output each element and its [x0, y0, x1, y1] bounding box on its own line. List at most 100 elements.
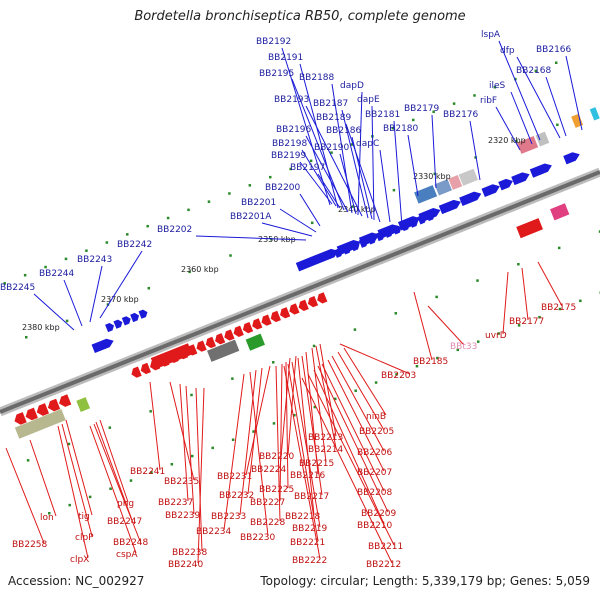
tick-dot	[26, 459, 30, 462]
leader-line	[301, 149, 337, 207]
tick-dot	[191, 454, 194, 458]
tick-dot	[391, 126, 395, 130]
leader-line	[279, 208, 317, 233]
leader-line	[29, 439, 57, 517]
forward-gene	[138, 309, 148, 319]
tick-dot	[85, 249, 88, 252]
forward-gene	[333, 248, 343, 258]
tick-dot	[476, 340, 480, 343]
tick-dot	[207, 200, 211, 203]
gene-label: BB2185	[413, 357, 448, 367]
leader-line	[331, 355, 385, 452]
leader-line	[341, 109, 369, 219]
gene-label: BB2232	[219, 491, 254, 501]
gene-label: BB2239	[165, 511, 201, 521]
forward-gene	[367, 235, 377, 245]
gene-label: BB2179	[404, 104, 440, 114]
tick-dot	[436, 356, 439, 360]
tick-dot	[248, 184, 252, 187]
tick-dot	[493, 86, 497, 89]
leader-line	[297, 357, 315, 516]
gene-label: lon	[40, 513, 54, 523]
gene-label: lspA	[481, 30, 501, 40]
leader-line	[379, 149, 391, 223]
tick-dot	[313, 405, 317, 409]
tick-dot	[150, 471, 153, 474]
forward-gene	[295, 255, 322, 272]
leader-line	[537, 261, 563, 307]
forward-gene	[459, 191, 482, 206]
gene-label: BB2258	[12, 540, 48, 550]
scale-label: 2320 kbp	[488, 136, 526, 145]
gene-block	[448, 175, 463, 190]
forward-gene	[481, 184, 500, 198]
leader-line	[57, 425, 89, 559]
tick-dot	[353, 328, 357, 331]
tick-dot	[476, 279, 479, 282]
gene-block	[550, 203, 570, 221]
leader-line	[345, 123, 381, 223]
forward-gene	[113, 319, 123, 329]
gene-label: BB2193	[274, 95, 309, 105]
reverse-gene	[252, 318, 263, 330]
tick-dot	[456, 348, 460, 352]
tick-dot	[147, 286, 151, 290]
scale-label: 2340 kbp	[338, 205, 376, 214]
leader-line	[95, 421, 133, 521]
leader-line	[545, 76, 567, 137]
gene-label: BB2244	[39, 269, 75, 279]
gene-label: BB2240	[168, 560, 204, 570]
gene-label: BB2203	[381, 371, 416, 381]
leader-line	[279, 363, 283, 502]
tick-dot	[67, 442, 71, 446]
gene-label: BB2180	[383, 124, 419, 134]
tick-dot	[474, 156, 477, 159]
leader-line	[498, 40, 541, 141]
leader-line	[291, 361, 321, 528]
gene-label: BB2188	[299, 73, 335, 83]
tick-dot	[271, 361, 275, 364]
reverse-gene	[131, 366, 142, 378]
reverse-gene	[307, 295, 319, 308]
leader-line	[502, 271, 509, 335]
tick-dot	[557, 246, 561, 250]
tick-dot	[411, 118, 415, 122]
gene-label: BB2217	[294, 492, 329, 502]
reverse-gene	[59, 394, 72, 407]
gene-label: BB2234	[196, 527, 232, 537]
leader-line	[510, 91, 533, 145]
tick-dot	[108, 426, 112, 429]
gene-label: BB2186	[326, 126, 362, 136]
reverse-gene	[289, 303, 300, 315]
tick-dot	[252, 430, 255, 433]
forward-gene	[400, 221, 410, 232]
tick-dot	[68, 503, 71, 507]
tick-dot	[435, 295, 438, 299]
gene-block	[434, 179, 452, 196]
tick-dot	[309, 159, 313, 163]
gene-block	[571, 113, 584, 128]
genome-summary: Topology: circular; Length: 5,339,179 bp…	[260, 574, 590, 588]
gene-label: BB2218	[285, 512, 321, 522]
tick-dot	[312, 344, 316, 348]
leader-line	[93, 423, 141, 542]
leader-line	[339, 343, 411, 375]
backbone-core	[0, 170, 600, 414]
leader-line	[33, 293, 75, 331]
gene-label: BB2224	[251, 465, 287, 475]
gene-label: BB2175	[541, 303, 576, 313]
reverse-gene	[47, 398, 61, 412]
gene-label: BB2228	[250, 518, 286, 528]
scale-label: 2380 kbp	[22, 323, 60, 332]
gene-label: BB2190	[314, 143, 350, 153]
gene-label: BB2237	[158, 498, 193, 508]
leader-line	[61, 423, 93, 537]
tick-dot	[515, 139, 518, 143]
gene-block	[516, 136, 539, 154]
gene-label: BB2198	[272, 139, 308, 149]
tick-dot	[350, 143, 354, 146]
scale-label: 2350 kbp	[258, 235, 296, 244]
map-title: Bordetella bronchiseptica RB50, complete…	[134, 9, 466, 24]
gene-label: dapD	[340, 81, 364, 91]
gene-label: BB2207	[357, 468, 392, 478]
